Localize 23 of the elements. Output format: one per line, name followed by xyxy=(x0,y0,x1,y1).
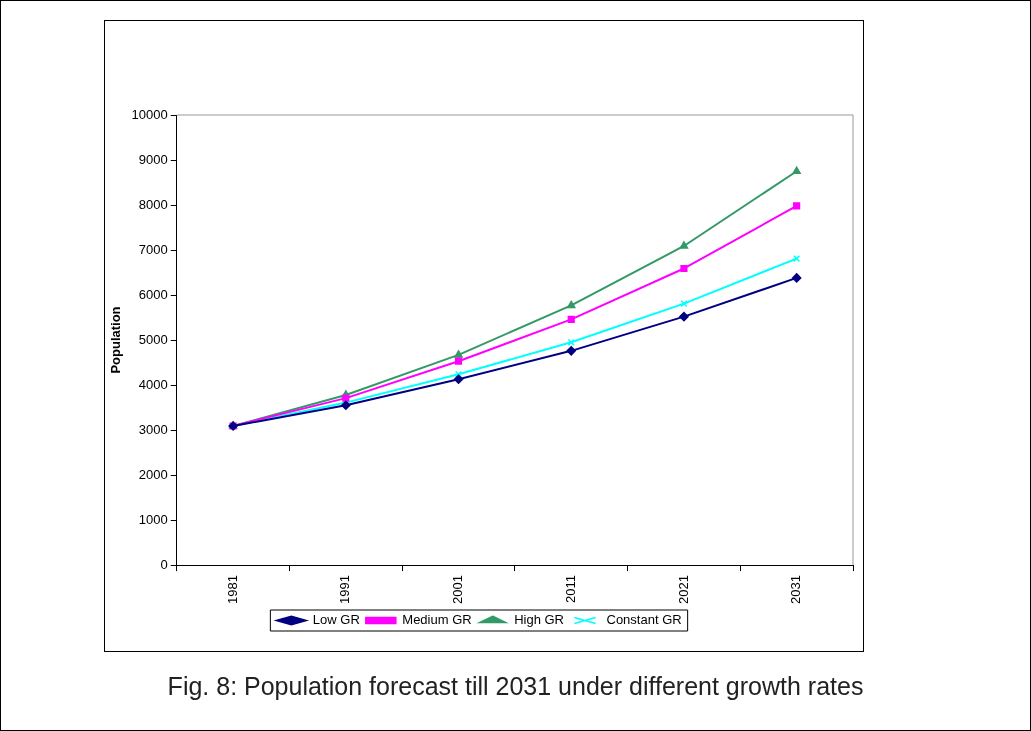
y-tick-label: 1000 xyxy=(138,511,168,527)
legend-label: Low GR xyxy=(312,612,360,628)
y-tick-label: 6000 xyxy=(138,286,168,302)
legend-label: Medium GR xyxy=(402,612,472,628)
x-tick-label: 2001 xyxy=(450,575,466,604)
y-axis-title: Population xyxy=(108,306,124,374)
y-tick-label: 10000 xyxy=(131,106,168,122)
y-tick-label: 5000 xyxy=(138,331,168,347)
x-tick-label: 1991 xyxy=(337,575,353,604)
x-tick-label: 2031 xyxy=(788,575,804,604)
x-tick-label: 2011 xyxy=(562,575,578,604)
y-tick-label: 4000 xyxy=(138,376,168,392)
y-tick-label: 9000 xyxy=(138,151,168,167)
y-tick-label: 3000 xyxy=(138,421,168,437)
y-tick-label: 2000 xyxy=(138,466,168,482)
x-tick-label: 1981 xyxy=(224,575,240,604)
legend-label: High GR xyxy=(514,612,565,628)
x-tick-label: 2021 xyxy=(675,575,691,604)
caption: Fig. 8: Population forecast till 2031 under different growth rates xyxy=(166,672,865,701)
y-tick-label: 7000 xyxy=(138,241,168,257)
y-tick-label: 0 xyxy=(160,556,168,572)
legend-label: Constant GR xyxy=(606,612,682,628)
y-tick-label: 8000 xyxy=(138,196,168,212)
